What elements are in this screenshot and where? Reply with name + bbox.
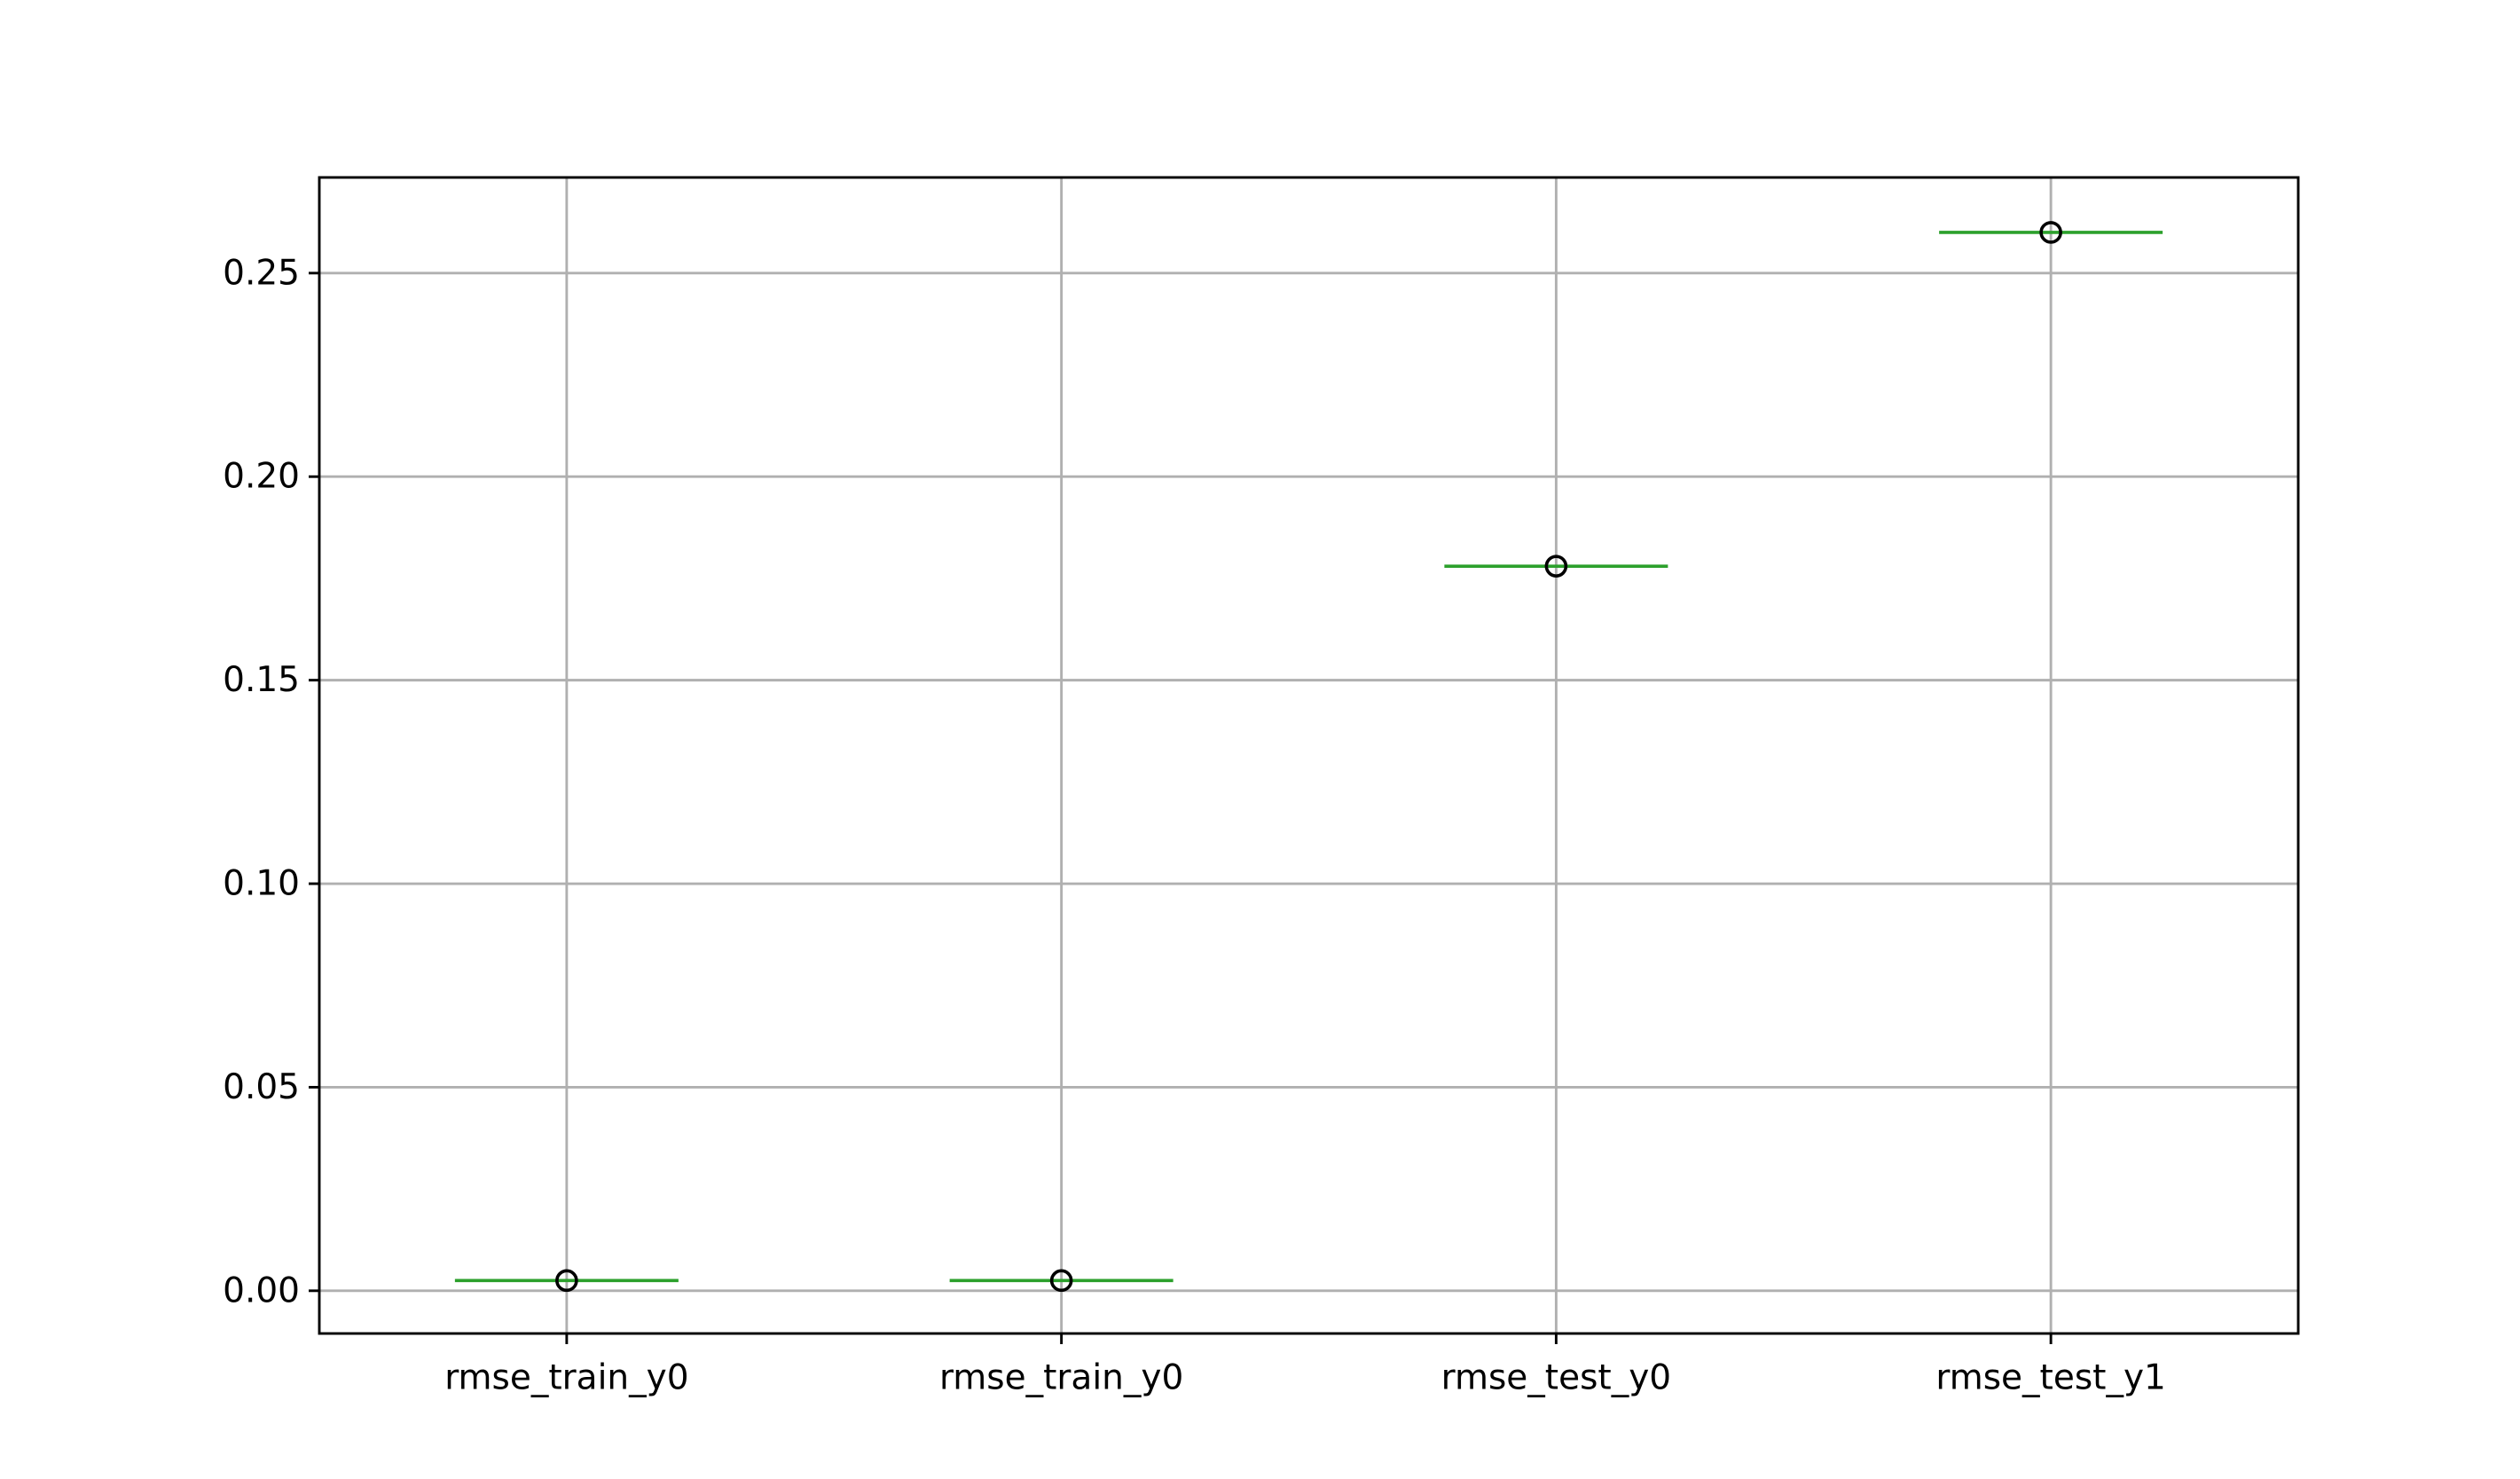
flier-point — [2039, 221, 2062, 244]
y-tick-label: 0.10 — [223, 864, 300, 904]
flier-point — [1544, 555, 1568, 578]
y-tick-label: 0.05 — [223, 1067, 300, 1107]
marks-layer — [454, 221, 2163, 1293]
y-tick-label: 0.15 — [223, 660, 300, 700]
y-tick-label: 0.20 — [223, 457, 300, 497]
ticks-layer: 0.00 0.05 0.10 0.15 0.20 0.25 rmse_train_y0 rms… — [223, 253, 2166, 1397]
grid-layer — [319, 177, 2298, 1333]
y-tick-label: 0.00 — [223, 1271, 300, 1310]
y-tick-label: 0.25 — [223, 253, 300, 293]
x-tick-label: rmse_test_y0 — [1441, 1358, 1671, 1398]
plot-frame — [318, 176, 2300, 1335]
x-tick-label: rmse_test_y1 — [1935, 1358, 2165, 1398]
x-tick-label: rmse_train_y0 — [444, 1358, 688, 1398]
flier-point — [555, 1269, 578, 1293]
x-tick-label: rmse_train_y0 — [939, 1358, 1183, 1398]
flier-point — [1049, 1269, 1073, 1293]
